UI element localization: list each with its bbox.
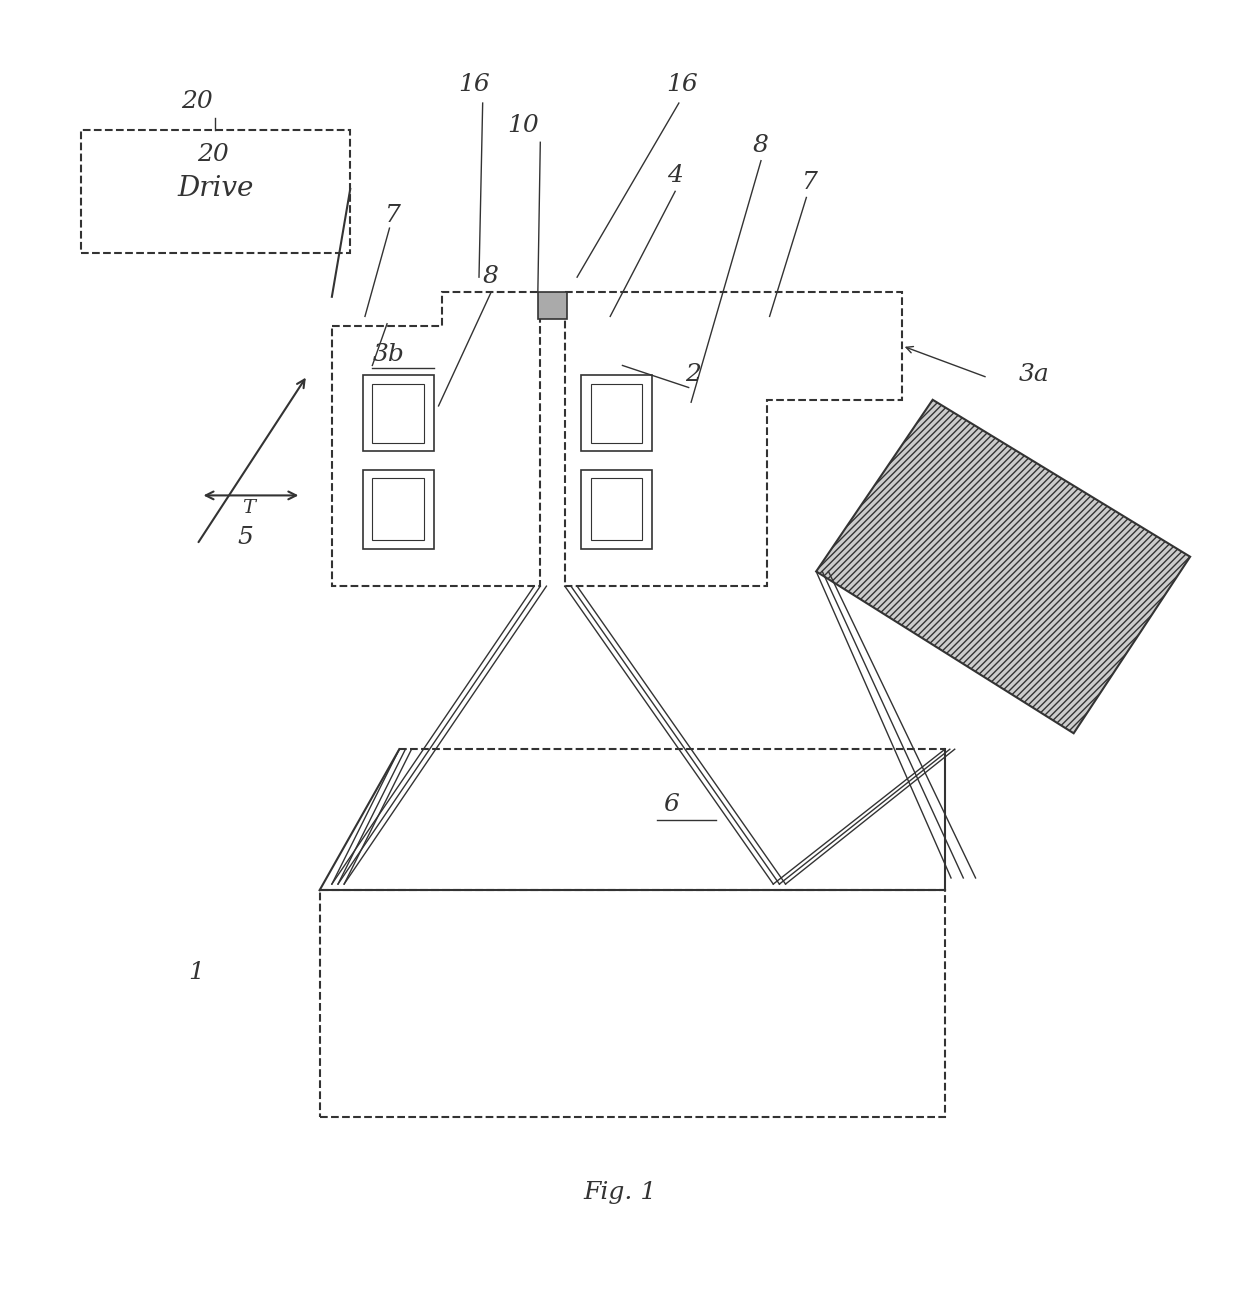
Bar [590,479,642,539]
Text: 5: 5 [237,526,253,550]
Text: 3b: 3b [372,343,404,365]
Bar [590,384,642,442]
Bar [580,375,652,452]
Polygon shape [565,292,901,586]
Polygon shape [816,400,1190,733]
Bar [320,890,945,1117]
Text: 16: 16 [458,72,490,95]
Text: 6: 6 [663,792,678,815]
Text: 20: 20 [197,143,228,165]
Text: 7: 7 [384,204,401,227]
Text: 8: 8 [753,134,769,157]
Bar [372,479,424,539]
Bar [362,375,434,452]
Text: T: T [242,498,255,516]
Text: 2: 2 [684,364,701,387]
Text: Drive: Drive [177,175,253,203]
Text: 7: 7 [801,170,817,194]
Text: 16: 16 [667,72,698,95]
Bar [580,470,652,550]
Polygon shape [332,292,541,586]
Text: 8: 8 [482,266,498,288]
Text: 10: 10 [507,115,539,138]
Bar [362,470,434,550]
Text: 4: 4 [667,164,682,187]
Text: 1: 1 [188,961,205,983]
Text: Fig. 1: Fig. 1 [583,1182,657,1204]
Text: 20: 20 [181,90,213,114]
Text: 3a: 3a [1018,364,1049,387]
Bar [538,292,567,319]
Bar [81,130,350,253]
Bar [372,384,424,442]
